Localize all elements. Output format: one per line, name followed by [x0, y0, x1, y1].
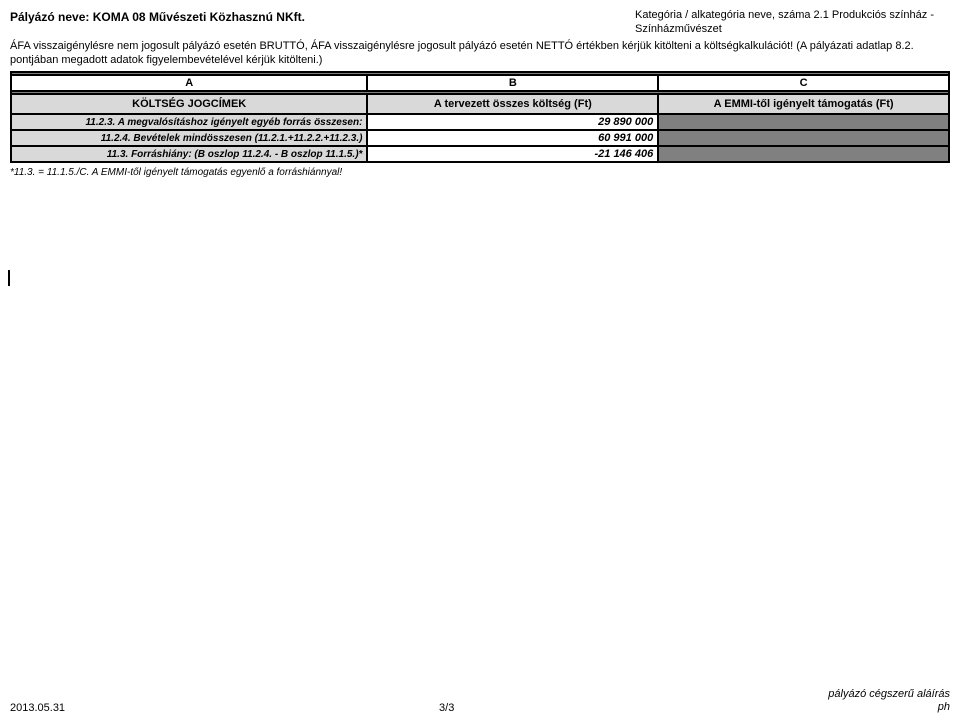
table-row: 11.2.4. Bevételek mindösszesen (11.2.1.+…	[11, 130, 949, 146]
col-title-c: A EMMI-től igényelt támogatás (Ft)	[658, 94, 949, 114]
table-row: 11.2.3. A megvalósításhoz igényelt egyéb…	[11, 114, 949, 130]
applicant-name: Pályázó neve: KOMA 08 Művészeti Közhaszn…	[10, 8, 635, 37]
row-label: 11.2.3. A megvalósításhoz igényelt egyéb…	[11, 114, 367, 130]
page-footer: 2013.05.31 3/3 pályázó cégszerű aláírás …	[10, 688, 950, 714]
row-label: 11.3. Forráshiány: (B oszlop 11.2.4. - B…	[11, 146, 367, 162]
row-value-c	[658, 146, 949, 162]
text-cursor	[8, 270, 10, 286]
footer-page: 3/3	[439, 702, 454, 714]
category-line: Kategória / alkategória neve, száma 2.1 …	[635, 8, 950, 37]
afa-instruction: ÁFA visszaigénylésre nem jogosult pályáz…	[10, 39, 950, 68]
row-value-b: 60 991 000	[367, 130, 658, 146]
row-value-c	[658, 114, 949, 130]
row-label: 11.2.4. Bevételek mindösszesen (11.2.1.+…	[11, 130, 367, 146]
col-title-a: KÖLTSÉG JOGCÍMEK	[11, 94, 367, 114]
col-header-c: C	[658, 75, 949, 91]
footer-date: 2013.05.31	[10, 702, 65, 714]
row-value-b: -21 146 406	[367, 146, 658, 162]
table-row: 11.3. Forráshiány: (B oszlop 11.2.4. - B…	[11, 146, 949, 162]
cost-table-wrap: A B C KÖLTSÉG JOGCÍMEK A tervezett össze…	[10, 71, 950, 163]
footer-sign1: pályázó cégszerű aláírás	[828, 688, 950, 701]
footnote: *11.3. = 11.1.5./C. A EMMI-től igényelt …	[10, 167, 950, 178]
row-value-c	[658, 130, 949, 146]
cost-table: A B C KÖLTSÉG JOGCÍMEK A tervezett össze…	[10, 71, 950, 163]
col-header-a: A	[11, 75, 367, 91]
footer-sign2: ph	[828, 701, 950, 714]
row-value-b: 29 890 000	[367, 114, 658, 130]
col-title-b: A tervezett összes költség (Ft)	[367, 94, 658, 114]
col-header-b: B	[367, 75, 658, 91]
